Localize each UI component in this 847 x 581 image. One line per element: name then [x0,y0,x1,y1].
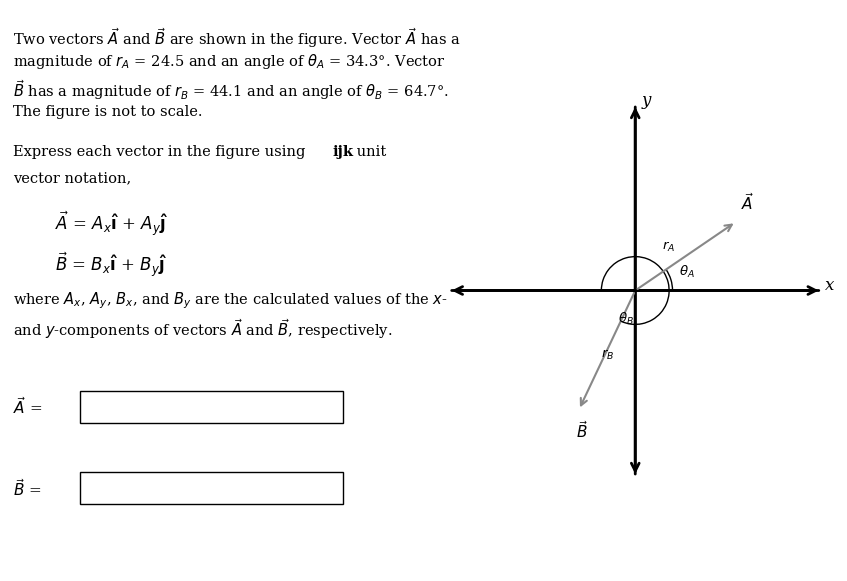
Text: $\vec{A}$: $\vec{A}$ [741,192,755,213]
Text: x: x [825,277,834,294]
Text: $\vec{B}$: $\vec{B}$ [576,420,589,441]
Text: unit: unit [352,145,386,159]
Text: where $A_x$, $A_y$, $B_x$, and $B_y$ are the calculated values of the $x$-: where $A_x$, $A_y$, $B_x$, and $B_y$ are… [13,290,447,311]
Text: $\vec{B}$ =: $\vec{B}$ = [13,478,42,498]
Text: vector notation,: vector notation, [13,171,131,185]
Text: and $y$-components of vectors $\vec{A}$ and $\vec{B}$, respectively.: and $y$-components of vectors $\vec{A}$ … [13,317,392,340]
Text: The figure is not to scale.: The figure is not to scale. [13,105,202,119]
Text: y: y [642,92,651,109]
Text: Express each vector in the figure using: Express each vector in the figure using [13,145,310,159]
Text: $r_B$: $r_B$ [601,347,614,361]
Text: $\vec{B}$ = $B_x\mathbf{\hat{\imath}}$ + $B_y\mathbf{\hat{\jmath}}$: $\vec{B}$ = $B_x\mathbf{\hat{\imath}}$ +… [55,250,168,278]
Text: $\theta_A$: $\theta_A$ [679,263,695,279]
Text: ijk: ijk [332,145,353,159]
Bar [80,472,343,504]
Text: $r_A$: $r_A$ [662,240,675,254]
Text: $\vec{A}$ =: $\vec{A}$ = [13,396,42,417]
Text: magnitude of $r_A$ = 24.5 and an angle of $\theta_A$ = 34.3°. Vector: magnitude of $r_A$ = 24.5 and an angle o… [13,52,446,71]
Text: $\vec{B}$ has a magnitude of $r_B$ = 44.1 and an angle of $\theta_B$ = 64.7°.: $\vec{B}$ has a magnitude of $r_B$ = 44.… [13,78,449,102]
Text: $\theta_B$: $\theta_B$ [618,311,634,327]
Bar [80,391,343,423]
Text: $\vec{A}$ = $A_x\mathbf{\hat{\imath}}$ + $A_y\mathbf{\hat{\jmath}}$: $\vec{A}$ = $A_x\mathbf{\hat{\imath}}$ +… [55,209,168,238]
Text: Two vectors $\vec{A}$ and $\vec{B}$ are shown in the figure. Vector $\vec{A}$ ha: Two vectors $\vec{A}$ and $\vec{B}$ are … [13,26,460,50]
